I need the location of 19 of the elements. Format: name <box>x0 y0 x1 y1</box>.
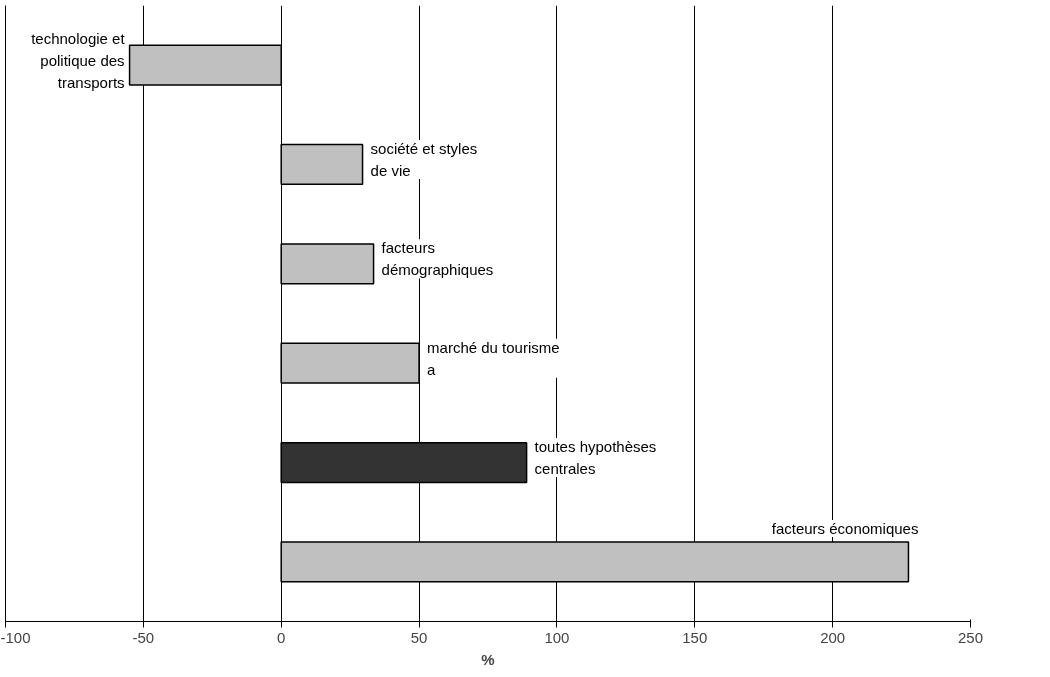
x-tick-label: 200 <box>820 628 846 646</box>
bar <box>280 143 364 186</box>
x-tick-label: -100 <box>0 628 31 646</box>
y-tick-label: toutes hypothèses centrales <box>534 438 657 478</box>
y-tick-label: facteurs démographiques <box>381 239 494 279</box>
y-tick-label: technologie et politique des transports <box>31 29 126 91</box>
x-tick-label: 50 <box>410 628 428 646</box>
bar <box>280 441 528 484</box>
bar <box>280 243 375 285</box>
x-tick-label: 0 <box>277 628 286 646</box>
bar <box>280 342 420 384</box>
y-tick-label: marché du tourisme a <box>427 338 560 378</box>
x-tick-label: -50 <box>132 628 155 646</box>
x-axis-title: % <box>481 650 495 668</box>
x-tick-label: 250 <box>957 628 984 646</box>
y-tick-label: facteurs économiques <box>771 520 919 538</box>
x-tick-label: 100 <box>544 628 570 646</box>
y-tick-label: société et styles de vie <box>370 139 478 180</box>
x-tick-label: 150 <box>682 628 708 646</box>
